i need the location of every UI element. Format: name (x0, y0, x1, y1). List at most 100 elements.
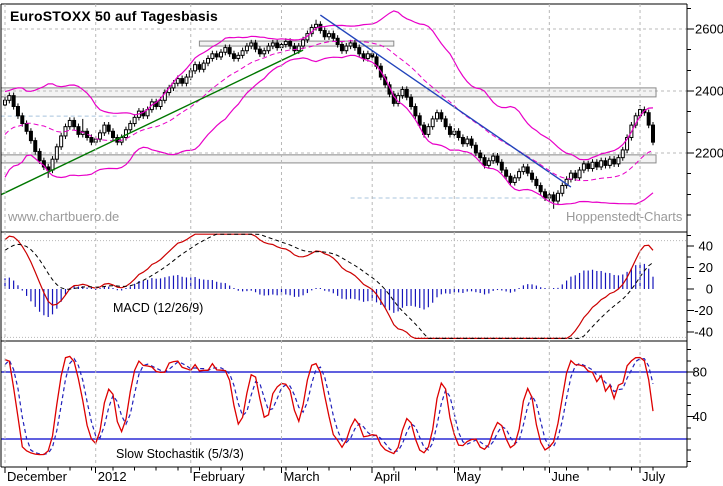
candle-body (201, 62, 206, 70)
candle-body (257, 48, 262, 55)
svg-text:April: April (374, 469, 400, 484)
candle-body (508, 175, 513, 183)
svg-text:June: June (551, 469, 579, 484)
candle-body (607, 158, 612, 166)
svg-text:40: 40 (699, 239, 713, 254)
macd-line (4, 233, 654, 339)
macd-panel-label: MACD (12/26/9) (113, 301, 204, 315)
candle-body (504, 169, 509, 177)
candle-body (344, 45, 349, 52)
candle-body (20, 115, 25, 125)
candle-body (409, 96, 414, 107)
svg-text:2600: 2600 (695, 22, 723, 37)
candle-body (361, 53, 366, 59)
candle-body (530, 172, 535, 180)
candle-body (651, 124, 655, 143)
support-resistance-zone (1, 87, 657, 98)
candle-body (93, 138, 98, 143)
candle-body (543, 191, 547, 199)
candle-body (270, 42, 275, 47)
candle-body (439, 112, 444, 120)
candle-body (404, 88, 409, 98)
candle-body (612, 158, 617, 165)
candle-body (262, 50, 267, 55)
candle-body (555, 192, 560, 202)
candle-body (426, 126, 431, 135)
macd-panel (1, 233, 687, 339)
candle-body (253, 42, 258, 50)
candle-body (210, 53, 215, 59)
candle-body (551, 194, 556, 202)
candle-body (50, 158, 55, 171)
candle-body (7, 95, 12, 101)
candle-body (219, 51, 223, 58)
price-panel (1, 10, 687, 209)
candle-body (456, 130, 461, 139)
candle-body (400, 88, 405, 97)
stoch-d-line (4, 357, 654, 456)
bollinger-lower (4, 54, 654, 206)
svg-text:-20: -20 (694, 303, 713, 318)
candle-body (525, 166, 530, 174)
candle-body (581, 163, 586, 171)
candle-body (577, 169, 582, 179)
candle-body (616, 157, 621, 165)
candle-body (98, 132, 103, 140)
candle-body (206, 57, 211, 64)
candle-body (365, 53, 370, 59)
candle-body (620, 149, 625, 159)
candle-body (521, 166, 526, 173)
candle-body (11, 95, 16, 108)
candle-body (625, 137, 630, 151)
candle-body (646, 112, 651, 126)
candle-body (76, 126, 81, 135)
candle-body (590, 161, 595, 170)
candle-body (512, 177, 517, 183)
candle-body (482, 157, 487, 166)
macd-histogram (4, 263, 654, 317)
stoch-panel (1, 355, 687, 456)
candle-body (586, 163, 591, 170)
candle-body (15, 106, 20, 117)
candle-body (339, 44, 344, 52)
svg-text:-40: -40 (694, 325, 713, 340)
candle-body (67, 119, 72, 128)
svg-text:2400: 2400 (695, 84, 723, 99)
candle-body (327, 33, 331, 38)
candle-body (46, 166, 51, 171)
candle-body (175, 78, 180, 84)
candle-body (102, 124, 107, 134)
candle-body (128, 123, 133, 131)
candle-body (59, 135, 64, 148)
candle-body (214, 53, 219, 58)
candle-body (72, 119, 77, 128)
svg-text:80: 80 (693, 365, 707, 380)
candle-body (158, 99, 163, 108)
macd-signal-line (4, 233, 654, 339)
svg-text:40: 40 (693, 409, 707, 424)
candle-body (236, 54, 241, 59)
candle-body (296, 45, 301, 52)
candle-body (473, 144, 478, 154)
bollinger-upper (4, 10, 654, 161)
candle-body (240, 50, 245, 56)
svg-text:February: February (193, 469, 246, 484)
candle-body (499, 161, 504, 171)
axes: 2600 2400 2200 40 20 0 -20 -40 80 40 December 2012 F… (0, 3, 723, 484)
svg-text:May: May (456, 469, 481, 484)
candle-body (435, 112, 439, 120)
candle-body (348, 42, 353, 47)
candle-body (447, 126, 452, 135)
svg-text:20: 20 (699, 260, 713, 275)
candle-body (443, 118, 448, 128)
svg-text:March: March (283, 469, 319, 484)
candle-body (460, 137, 465, 145)
candle-body (417, 115, 422, 126)
candle-body (249, 42, 254, 47)
candle-body (560, 185, 565, 194)
svg-text:December: December (7, 469, 68, 484)
candle-body (301, 39, 306, 47)
candle-body (193, 64, 198, 72)
